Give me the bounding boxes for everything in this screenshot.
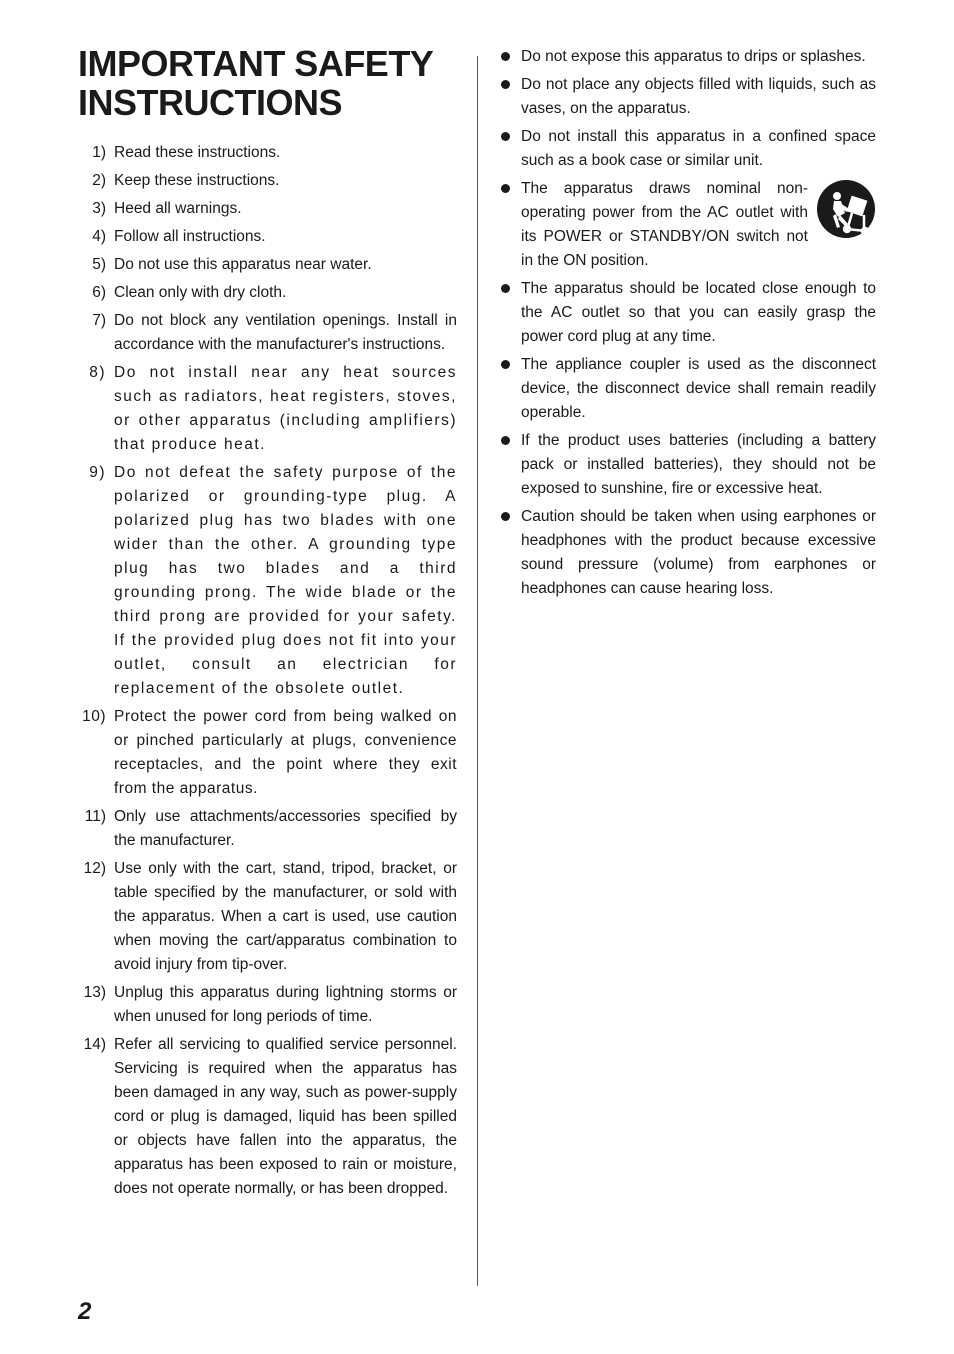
instruction-item: Do not defeat the safety purpose of the …	[78, 461, 457, 701]
instruction-item: Clean only with dry cloth.	[78, 281, 457, 305]
note-item: Do not expose this apparatus to drips or…	[497, 45, 876, 69]
left-column: IMPORTANT SAFETY INSTRUCTIONS Read these…	[78, 45, 457, 1205]
note-text: The apparatus draws nominal non-operatin…	[521, 180, 808, 269]
note-item: Do not install this apparatus in a confi…	[497, 125, 876, 173]
column-divider	[477, 56, 478, 1286]
note-item: The appliance coupler is used as the dis…	[497, 353, 876, 425]
instruction-item: Do not use this apparatus near water.	[78, 253, 457, 277]
page-title: IMPORTANT SAFETY INSTRUCTIONS	[78, 45, 457, 123]
instruction-item: Heed all warnings.	[78, 197, 457, 221]
instruction-item: Read these instructions.	[78, 141, 457, 165]
instruction-item: Refer all servicing to qualified service…	[78, 1033, 457, 1201]
note-item: Caution should be taken when using earph…	[497, 505, 876, 601]
note-item: If the product uses batteries (including…	[497, 429, 876, 501]
instruction-item: Do not block any ventilation openings. I…	[78, 309, 457, 357]
cart-tip-over-icon	[816, 179, 876, 239]
instruction-item: Use only with the cart, stand, tripod, b…	[78, 857, 457, 977]
instruction-item: Protect the power cord from being walked…	[78, 705, 457, 801]
note-item: Do not place any objects filled with liq…	[497, 73, 876, 121]
page-number: 2	[78, 1298, 91, 1326]
note-item: The apparatus draws nominal non-operatin…	[497, 177, 876, 273]
right-column: Do not expose this apparatus to drips or…	[497, 45, 876, 1205]
bulleted-notes-list: Do not expose this apparatus to drips or…	[497, 45, 876, 601]
numbered-instructions-list: Read these instructions. Keep these instr…	[78, 141, 457, 1202]
instruction-item: Keep these instructions.	[78, 169, 457, 193]
instruction-item: Follow all instructions.	[78, 225, 457, 249]
instruction-item: Unplug this apparatus during lightning s…	[78, 981, 457, 1029]
instruction-item: Do not install near any heat sources suc…	[78, 361, 457, 457]
instruction-item: Only use attachments/accessories specifi…	[78, 805, 457, 853]
note-item: The apparatus should be located close en…	[497, 277, 876, 349]
